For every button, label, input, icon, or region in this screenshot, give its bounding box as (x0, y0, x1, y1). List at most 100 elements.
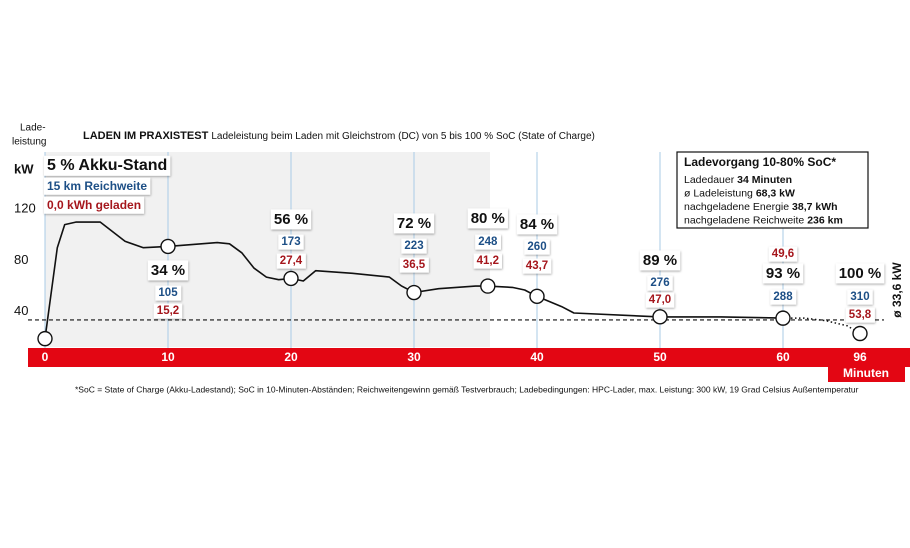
label-box (153, 303, 183, 319)
info-line-value: 236 km (807, 214, 843, 226)
chart-subtitle: Ladeleistung beim Laden mit Gleichstrom … (211, 131, 595, 142)
average-label: ø 33,6 kW (890, 262, 904, 318)
energy-label: 27,4 (280, 255, 303, 267)
range-label: 276 (650, 277, 669, 289)
label-box (475, 234, 501, 250)
info-line: Ladedauer 34 Minuten (684, 174, 792, 186)
label-box (44, 177, 151, 195)
energy-label: 49,6 (772, 248, 794, 260)
energy-label: 53,8 (849, 309, 872, 321)
label-box (768, 246, 798, 262)
soc-marker (852, 325, 868, 342)
label-box (645, 292, 675, 308)
range-label: 15 km Reichweite (47, 179, 147, 193)
footnote: *SoC = State of Charge (Akku-Ladestand);… (75, 384, 859, 394)
range-label: 173 (281, 236, 300, 248)
x-tick-label: 50 (653, 350, 667, 364)
label-box (639, 250, 681, 271)
info-line: nachgeladene Reichweite 236 km (684, 214, 843, 226)
x-axis-band (28, 348, 910, 367)
soc-marker (480, 278, 496, 294)
info-line: nachgeladene Energie 38,7 kWh (684, 201, 838, 213)
label-box (473, 253, 502, 269)
x-tick-label: 10 (161, 350, 175, 364)
x-label: Minuten (843, 366, 889, 380)
soc-label: 56 % (274, 211, 308, 228)
label-box (516, 214, 558, 235)
soc-label: 100 % (839, 265, 882, 282)
info-line-label: Ladedauer (684, 174, 735, 186)
soc-label: 72 % (397, 215, 431, 232)
soc-marker (37, 330, 53, 347)
label-box (467, 208, 508, 229)
label-box (847, 289, 873, 305)
info-line-label: ø Ladeleistung (684, 187, 753, 199)
info-title: Ladevorgang 10-80% SoC* (684, 155, 836, 169)
soc-label: 80 % (471, 210, 505, 227)
label-box (44, 155, 171, 176)
y-label-line: leistung (12, 137, 46, 148)
y-tick-label: 120 (14, 201, 36, 216)
label-box (401, 238, 427, 254)
chart-title: LADEN IM PRAXISTEST (83, 130, 209, 142)
label-box (399, 257, 429, 273)
soc-label: 84 % (520, 216, 554, 233)
range-label: 223 (404, 240, 423, 252)
soc-marker (160, 238, 176, 255)
label-box (647, 275, 673, 291)
info-box-frame (676, 151, 869, 229)
y-tick-label: 80 (14, 252, 28, 267)
info-box: Ladevorgang 10-80% SoC* Ladedauer 34 Min… (676, 151, 869, 229)
chart-heading: LADEN IM PRAXISTEST Ladeleistung beim La… (83, 130, 595, 142)
energy-label: 36,5 (403, 259, 426, 271)
soc-marker (652, 309, 668, 325)
range-label: 310 (850, 291, 869, 303)
y-label-line: Lade- (20, 123, 46, 134)
x-tick-label: 30 (407, 350, 421, 364)
range-label: 260 (527, 241, 546, 253)
label-box (278, 234, 304, 250)
info-line-value: 34 Minuten (737, 174, 792, 186)
range-label: 248 (478, 236, 498, 248)
soc-marker (283, 270, 299, 287)
range-label: 105 (158, 287, 178, 299)
x-tick-label: 20 (284, 350, 298, 364)
energy-label: 41,2 (477, 255, 499, 267)
info-line-label: nachgeladene Reichweite (684, 214, 804, 226)
energy-label: 15,2 (157, 305, 179, 317)
soc-marker (529, 288, 545, 305)
energy-label: 47,0 (649, 294, 671, 306)
label-box (270, 209, 312, 230)
label-box (845, 307, 875, 323)
x-tick-label: 40 (530, 350, 544, 364)
y-tick-label: 40 (14, 303, 28, 318)
info-line-value: 38,7 kWh (792, 201, 838, 213)
soc-label: 89 % (643, 252, 677, 269)
x-tick-label: 0 (42, 350, 49, 364)
y-unit: kW (14, 161, 34, 176)
energy-label: 43,7 (526, 260, 548, 272)
info-line-value: 68,3 kW (756, 187, 795, 199)
energy-label: 0,0 kWh geladen (47, 198, 141, 212)
label-box (522, 258, 552, 274)
soc-marker (406, 284, 422, 301)
x-tick-label: 96 (853, 350, 867, 364)
soc-label: 5 % Akku-Stand (47, 157, 167, 174)
soc-label: 34 % (151, 262, 185, 279)
soc-marker (775, 310, 791, 326)
info-line-label: nachgeladene Energie (684, 201, 789, 213)
soc-label: 93 % (766, 265, 800, 282)
info-line: ø Ladeleistung 68,3 kW (684, 187, 795, 199)
range-label: 288 (773, 291, 793, 303)
x-tick-label: 60 (776, 350, 790, 364)
label-box (524, 239, 550, 255)
label-box (147, 260, 189, 281)
label-box (770, 289, 797, 305)
label-box (155, 285, 182, 301)
label-box (276, 253, 306, 269)
label-box (44, 196, 145, 214)
label-box (393, 213, 435, 234)
label-box (762, 263, 804, 284)
label-box (835, 263, 885, 284)
